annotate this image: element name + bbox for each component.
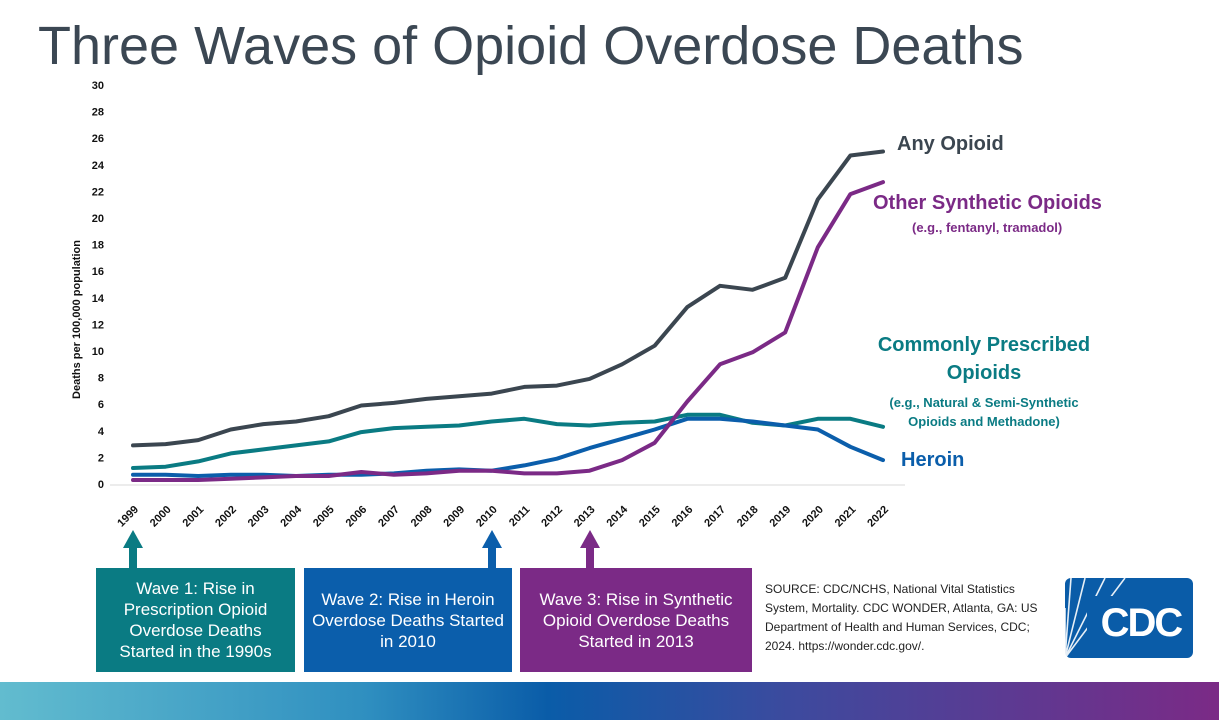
y-tick-label: 22 [92,186,104,198]
wave-arrow-shaft [129,547,137,568]
y-tick-label: 24 [92,160,105,172]
page-title: Three Waves of Opioid Overdose Deaths [38,16,1024,76]
series-line-heroin [131,416,885,478]
y-tick-label: 26 [92,133,104,145]
x-tick-label: 2015 [637,504,663,530]
wave-2-box: Wave 2: Rise in Heroin Overdose Deaths S… [304,568,512,672]
x-tick-label: 2001 [181,504,207,530]
label-prescribed-line1: Commonly Prescribed [877,334,1091,356]
y-tick-label: 2 [98,452,104,464]
x-tick-label: 2012 [539,504,565,530]
x-tick-label: 2005 [311,504,337,530]
y-tick-label: 12 [92,319,104,331]
source-note: SOURCE: CDC/NCHS, National Vital Statist… [765,582,1038,653]
label-synthetic-sub: (e.g., fentanyl, tramadol) [912,220,1063,235]
wave-3-box: Wave 3: Rise in Synthetic Opioid Overdos… [520,568,752,672]
label-heroin: Heroin [901,449,965,471]
x-tick-label: 2016 [670,504,696,530]
svg-text:CDC: CDC [1101,601,1183,645]
x-tick-label: 2009 [441,504,467,530]
x-tick-label: 2022 [865,504,891,530]
x-tick-label: 2011 [507,504,532,529]
label-synthetic: Other Synthetic Opioids [873,192,1102,214]
x-tick-label: 2002 [213,504,239,530]
series-line-any-opioid [131,149,885,448]
arrow-up-icon [123,530,143,548]
arrow-up-icon [481,530,502,548]
label-prescribed: Commonly Prescribed Opioids (e.g., Natur… [873,331,1095,431]
x-tick-label: 2006 [344,504,370,530]
y-axis-label: Deaths per 100,000 population [71,240,83,399]
y-tick-label: 14 [92,293,105,305]
x-tick-label: 2020 [800,504,826,530]
arrow-up-icon [579,530,600,548]
wave-arrow-shaft [487,547,496,568]
x-tick-label: 1999 [115,504,141,530]
series-line-other-synthetic-opioids [131,180,885,482]
y-tick-label: 4 [98,426,105,438]
bottom-gradient-bar [0,682,1219,720]
y-tick-label: 18 [92,240,104,252]
x-tick-label: 2021 [833,504,859,530]
y-tick-label: 20 [92,213,104,225]
y-tick-label: 8 [98,373,104,385]
y-tick-label: 6 [98,399,104,411]
x-tick-label: 2017 [702,504,728,530]
y-tick-label: 30 [92,80,104,92]
y-tick-label: 0 [98,479,104,491]
label-any-opioid: Any Opioid [897,133,1004,155]
x-tick-label: 2007 [376,504,402,530]
x-tick-label: 2018 [735,504,761,530]
label-prescribed-sub1: (e.g., Natural & Semi-Synthetic [889,395,1079,410]
x-tick-label: 2010 [474,504,500,530]
x-tick-label: 2003 [246,504,272,530]
x-tick-label: 2008 [409,504,435,530]
y-tick-label: 16 [92,266,104,278]
y-tick-label: 28 [92,107,104,119]
label-prescribed-line2: Opioids [946,362,1022,384]
x-tick-label: 2019 [767,504,793,530]
y-tick-label: 10 [92,346,104,358]
x-tick-label: 2000 [148,504,174,530]
x-tick-label: 2004 [278,503,304,529]
wave-1-box: Wave 1: Rise in Prescription Opioid Over… [96,568,295,672]
x-tick-label: 2014 [604,503,630,529]
label-prescribed-sub2: Opioids and Methadone) [908,414,1060,429]
cdc-logo: CDC [1065,578,1193,658]
x-tick-label: 2013 [572,504,598,530]
wave-arrow-shaft [585,547,594,568]
